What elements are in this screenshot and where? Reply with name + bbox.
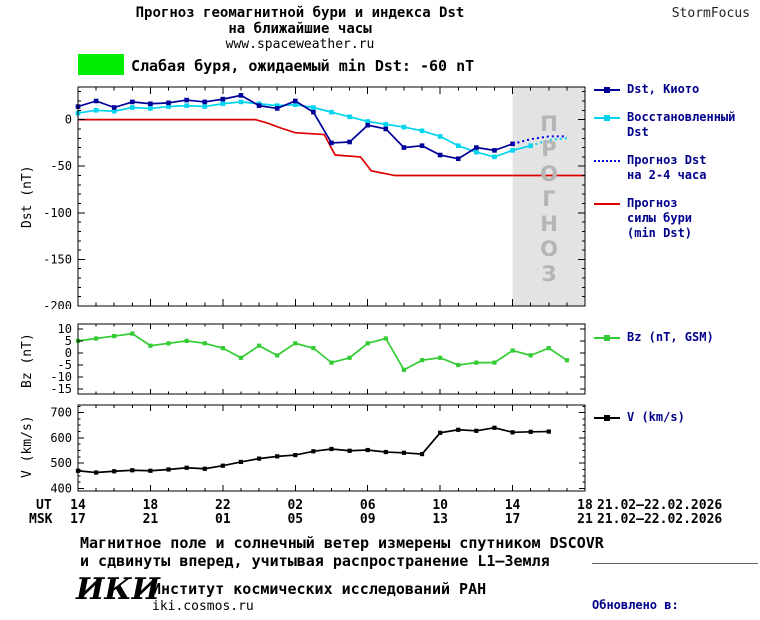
page-title-line2: на ближайшие часы bbox=[228, 21, 372, 37]
svg-text:700: 700 bbox=[50, 406, 72, 420]
brand-label: StormFocus bbox=[671, 6, 750, 21]
legend-marker-icon bbox=[594, 87, 620, 93]
storm-level-swatch bbox=[78, 54, 124, 75]
legend-item: V (km/s) bbox=[594, 410, 758, 425]
data-source-note-line1: Магнитное поле и солнечный ветер измерен… bbox=[80, 534, 604, 552]
svg-text:5: 5 bbox=[65, 334, 72, 348]
institute-url: iki.cosmos.ru bbox=[152, 599, 254, 614]
msk-tick-label: 21 bbox=[577, 512, 593, 527]
msk-date-range: 21.02—22.02.2026 bbox=[597, 512, 723, 527]
website-url: www.spaceweather.ru bbox=[225, 37, 375, 52]
legend-item: Прогноз силы бури (min Dst) bbox=[594, 196, 758, 241]
ut-tick-label: 18 bbox=[577, 498, 593, 513]
bz-y-axis-label: Bz (nT) bbox=[20, 333, 35, 388]
updated-title: Обновлено в: bbox=[592, 598, 679, 612]
legend-label: V (km/s) bbox=[627, 410, 685, 424]
msk-tick-label: 13 bbox=[432, 512, 448, 527]
legend-item: Dst, Киото bbox=[594, 82, 758, 97]
ut-tick-label: 10 bbox=[432, 498, 448, 513]
legend-marker-icon bbox=[594, 415, 620, 421]
page-title-line1: Прогноз геомагнитной бури и индекса Dst bbox=[135, 5, 465, 21]
v-y-axis-label: V (km/s) bbox=[20, 415, 35, 478]
ut-tick-label: 14 bbox=[504, 498, 521, 513]
svg-text:-50: -50 bbox=[50, 159, 72, 173]
dst-chart: 0 -50 -100 -150 -200 bbox=[43, 86, 586, 309]
legend-item: Bz (nT, GSM) bbox=[594, 330, 758, 345]
legend-label: Восстановленный Dst bbox=[627, 110, 736, 139]
data-source-note-line2: и сдвинуты вперед, учитывая распростране… bbox=[80, 552, 550, 570]
msk-tick-label: 17 bbox=[504, 512, 521, 527]
v-legend: V (km/s) bbox=[594, 410, 758, 438]
ut-date-range: 21.02—22.02.2026 bbox=[597, 498, 723, 513]
legend-label: Dst, Киото bbox=[627, 82, 700, 96]
svg-text:-100: -100 bbox=[43, 206, 72, 220]
iki-logo: ИКИ bbox=[76, 572, 160, 607]
msk-tick-label: 21 bbox=[142, 512, 159, 527]
ut-tick-label: 22 bbox=[215, 498, 231, 513]
svg-text:-200: -200 bbox=[43, 299, 72, 309]
dst-legend: Dst, Киото Восстановленный Dst Прогноз Dst… bbox=[594, 82, 758, 254]
svg-text:10: 10 bbox=[58, 322, 72, 336]
updated-box: Обновлено в: UT 14:05, 22.02.2026 MSK 17… bbox=[592, 563, 758, 620]
svg-text:0: 0 bbox=[65, 346, 72, 360]
msk-tick-label: 17 bbox=[70, 512, 86, 527]
ut-tick-label: 06 bbox=[359, 498, 376, 513]
storm-status-text: Слабая буря, ожидаемый min Dst: -60 nT bbox=[131, 57, 475, 75]
svg-text:-10: -10 bbox=[50, 370, 72, 384]
msk-tick-label: 05 bbox=[287, 512, 304, 527]
legend-marker-icon bbox=[594, 335, 620, 341]
ut-tick-label: 18 bbox=[142, 498, 159, 513]
legend-label: Прогноз силы бури (min Dst) bbox=[627, 196, 693, 240]
svg-text:500: 500 bbox=[50, 456, 72, 470]
ut-tick-label: 14 bbox=[70, 498, 86, 513]
institute-name: Институт космических исследований РАН bbox=[152, 580, 487, 598]
header: Прогноз геомагнитной бури и индекса Dst … bbox=[0, 5, 600, 52]
svg-text:0: 0 bbox=[65, 113, 72, 127]
legend-marker-icon bbox=[594, 203, 620, 205]
msk-tick-label: 01 bbox=[215, 512, 231, 527]
legend-marker-icon bbox=[594, 115, 620, 121]
svg-text:600: 600 bbox=[50, 431, 72, 445]
legend-item: Прогноз Dst на 2-4 часа bbox=[594, 153, 758, 183]
svg-text:-15: -15 bbox=[50, 382, 72, 396]
legend-item: Восстановленный Dst bbox=[594, 110, 758, 140]
msk-axis-label: MSK bbox=[29, 512, 53, 527]
svg-text:-5: -5 bbox=[58, 358, 72, 372]
ut-axis-label: UT bbox=[36, 498, 52, 513]
legend-marker-icon bbox=[594, 160, 620, 162]
dst-y-axis-label: Dst (nT) bbox=[20, 165, 35, 228]
v-chart: 700 600 500 400 bbox=[50, 404, 586, 495]
bz-legend: Bz (nT, GSM) bbox=[594, 330, 758, 358]
msk-tick-label: 09 bbox=[359, 512, 376, 527]
svg-text:-150: -150 bbox=[43, 252, 72, 266]
ut-tick-label: 02 bbox=[287, 498, 304, 513]
legend-label: Прогноз Dst на 2-4 часа bbox=[627, 153, 707, 182]
svg-text:400: 400 bbox=[50, 481, 72, 495]
forecast-band-label: П Р О Г Н О З bbox=[540, 112, 558, 286]
legend-label: Bz (nT, GSM) bbox=[627, 330, 714, 344]
